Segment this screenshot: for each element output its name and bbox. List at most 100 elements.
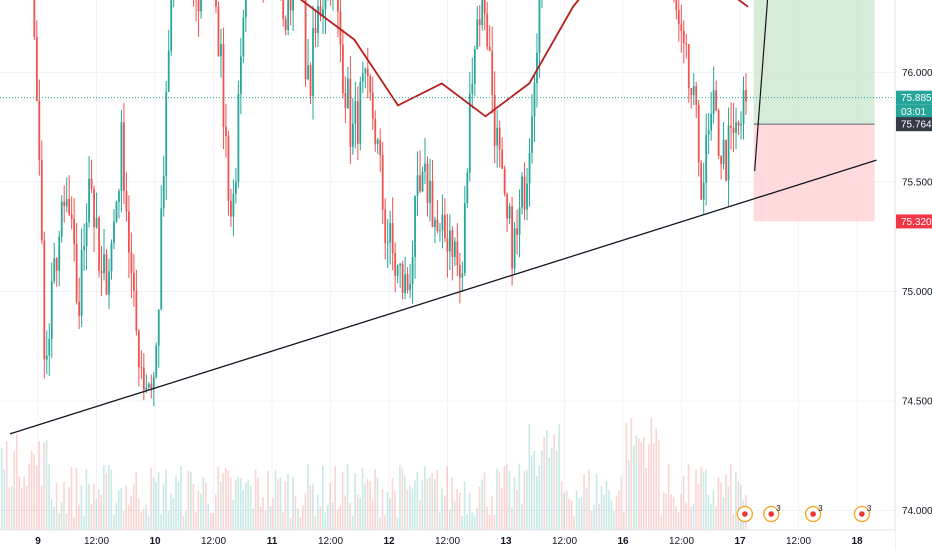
candle-body [536,52,538,84]
candle-body [732,127,735,133]
volume-bar [521,504,523,530]
volume-bar [466,514,468,530]
candle [230,188,232,227]
candle [280,0,282,1]
candle-body [317,6,319,33]
candle [137,329,140,387]
volume-bar [98,489,100,530]
volume-bar [610,500,613,530]
candle-body [60,201,63,237]
volume-bar [463,481,466,530]
event-badge[interactable]: 3 [853,504,872,523]
drawings[interactable] [0,0,895,435]
candle [687,44,690,103]
candle-body [244,0,247,18]
volume-bar [446,466,449,530]
candlesticks [33,0,747,407]
loss-zone[interactable] [753,124,875,222]
volume-bar [710,504,712,530]
volume-bar [677,512,680,530]
candle [740,111,742,140]
volume-bar [712,490,715,530]
volume-bar [692,503,695,530]
volume-bar [83,516,85,530]
candle-body [38,100,41,161]
candle [732,102,735,153]
candle [742,76,745,140]
candle [60,195,63,243]
volume-bar [528,424,531,530]
event-badge[interactable]: 3 [804,504,824,523]
candle-body [344,93,347,109]
volume-bar [13,451,16,530]
candle-body [436,219,439,231]
candle [85,203,88,271]
candle-body [157,309,160,346]
candle-body [521,176,523,208]
candle-body [341,44,344,94]
candle [478,5,481,47]
candle-body [717,110,720,157]
long-position-tool[interactable] [753,0,875,222]
price-axis[interactable]: 78.50078.00077.50077.00076.50076.00075.5… [894,0,932,550]
volume-bar [635,435,638,530]
event-badges[interactable]: 3 3 3 [736,504,872,523]
volume-bar [665,493,667,530]
candle [304,0,307,87]
candle-body [441,214,444,231]
candle [324,0,327,34]
volume-bar [481,479,483,530]
volume-bar [702,472,705,530]
candle [93,185,95,253]
profit-zone[interactable] [753,0,875,125]
candle-body [309,65,312,96]
candle [406,267,409,294]
candle-body [722,139,725,165]
volume-bar [307,463,309,530]
volume-bar [535,475,538,530]
projection-arrow[interactable] [754,0,787,172]
candle [700,159,703,201]
volume-bar [401,468,404,530]
candle-body [322,9,324,17]
volume-bar [33,454,35,530]
time-axis[interactable]: 9 12:00 10 12:00 11 12:00 12 12:00 13 12:00 16 12:0… [0,529,895,550]
candle-body [346,78,349,109]
channel-lower-line[interactable] [9,159,877,435]
candle-body [483,0,486,14]
candle-body [307,65,309,80]
candle [354,81,357,149]
volume-bar [501,488,503,530]
volume-bar [376,477,379,530]
volume-bar [75,468,78,530]
candle [528,138,531,207]
candle-body [508,206,511,219]
candle-body [526,183,528,210]
candle [541,0,543,9]
volume-bar [312,483,314,530]
candle-body [369,75,372,93]
volume-bar [50,499,53,530]
candle-body [68,198,71,215]
price-tick-label: 75.500 [902,178,932,189]
candle-body [461,273,464,278]
event-badge[interactable]: 3 [763,504,782,523]
volume-bar [404,475,406,530]
volume-bar [414,480,416,530]
event-badge[interactable] [736,505,754,523]
volume-bar [623,511,625,530]
stop-price-label: 75.320 [896,214,932,229]
volume-bar [483,472,486,530]
volume-bar [371,499,374,530]
volume-bar [165,469,167,530]
time-tick-label: 9 [35,536,41,547]
candle-body [675,0,678,11]
countdown-bg [896,104,932,119]
volume-bar [177,481,180,530]
volume-bar [232,499,235,530]
candle-body [73,218,76,245]
candle-body [215,0,217,7]
volume-bar [625,422,628,530]
